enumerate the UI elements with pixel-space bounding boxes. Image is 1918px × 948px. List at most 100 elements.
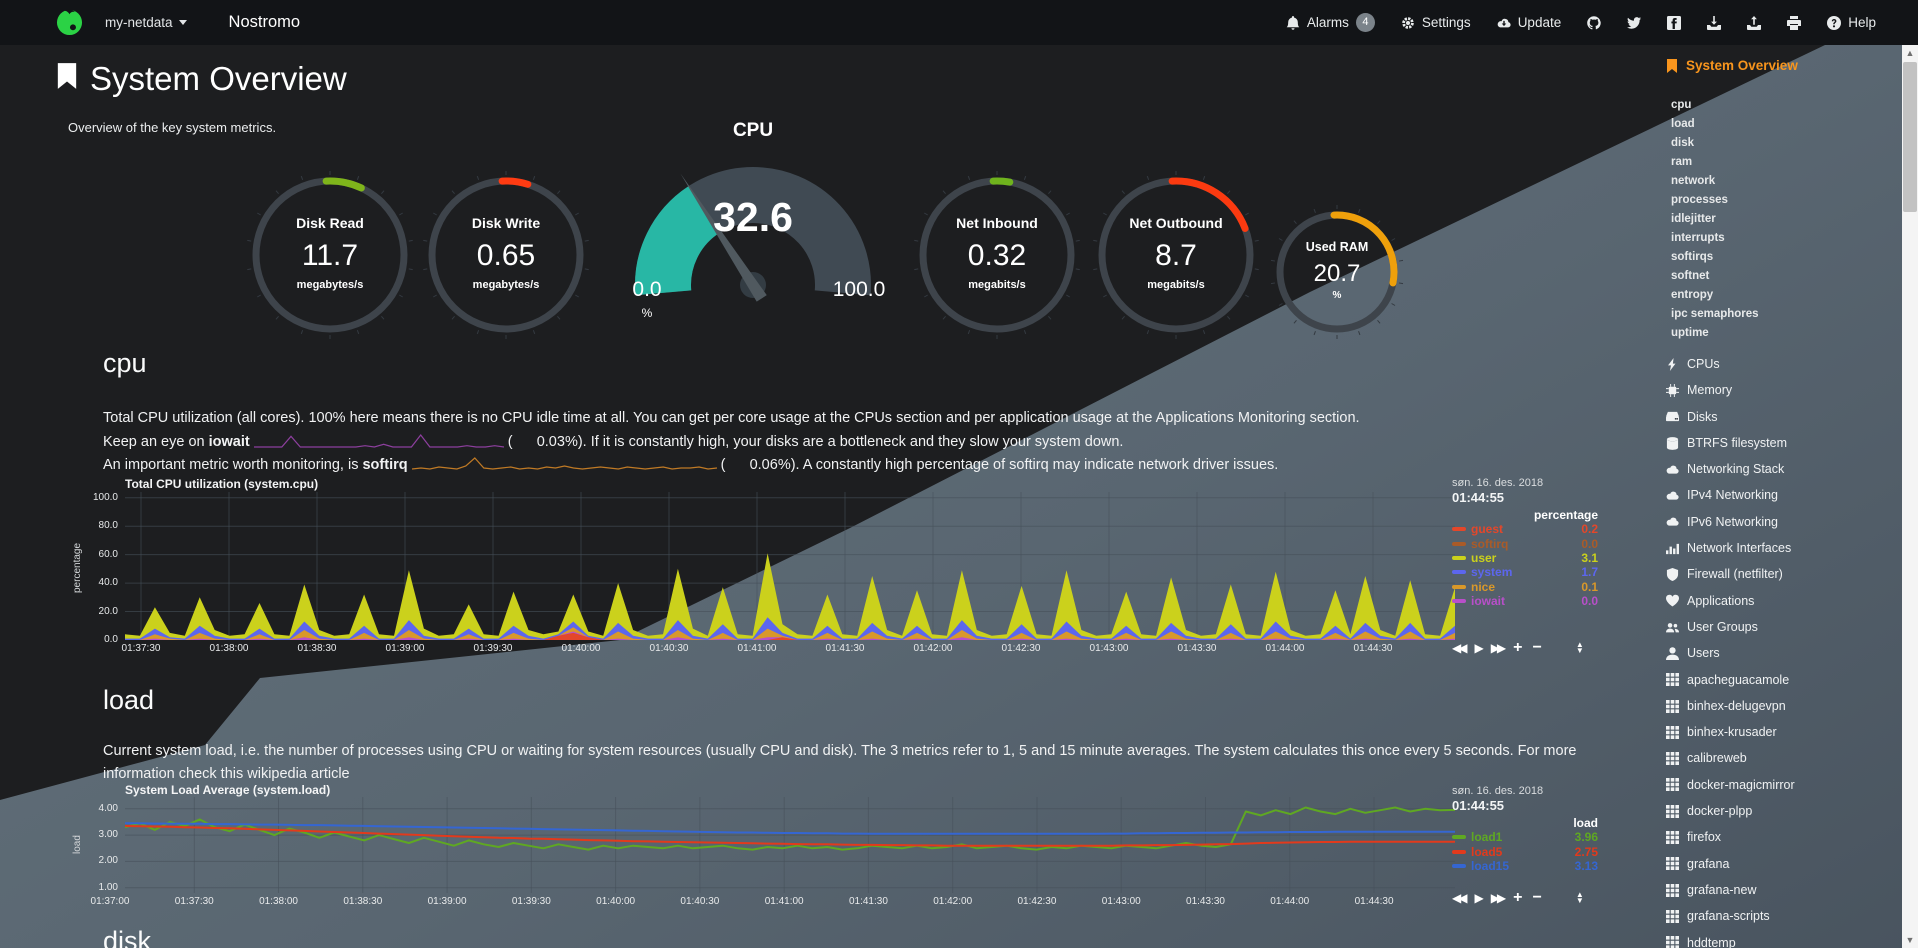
- bell-icon: [1286, 15, 1300, 30]
- legend-row-load1[interactable]: load1 3.96: [1452, 830, 1598, 844]
- legend-value: 0.2: [1581, 522, 1598, 537]
- navbar-item-github[interactable]: [1587, 15, 1601, 30]
- sidebar-item-ipv6-networking[interactable]: IPv6 Networking: [1666, 509, 1795, 535]
- gauge-units: megabytes/s: [296, 279, 364, 291]
- skip-forward-icon[interactable]: ▶▶: [1490, 641, 1507, 655]
- heart-icon: [1666, 594, 1679, 607]
- sidebar-subitem-idlejitter[interactable]: idlejitter: [1671, 213, 1716, 225]
- sidebar-item-docker-magicmirror[interactable]: docker-magicmirror: [1666, 772, 1795, 798]
- sidebar-subitem-ipc-semaphores[interactable]: ipc semaphores: [1671, 308, 1759, 320]
- sidebar-item-disks[interactable]: Disks: [1666, 404, 1795, 430]
- legend-row-nice[interactable]: nice 0.1: [1452, 580, 1598, 594]
- sidebar-item-binhex-krusader[interactable]: binhex-krusader: [1666, 719, 1795, 745]
- x-axis-tick: 01:37:30: [121, 643, 161, 654]
- legend-row-load5[interactable]: load5 2.75: [1452, 844, 1598, 859]
- sidebar-item-networking-stack[interactable]: Networking Stack: [1666, 456, 1795, 482]
- zoom-out-icon[interactable]: −: [1532, 639, 1542, 656]
- sidebar-item-label: binhex-krusader: [1687, 725, 1777, 740]
- navbar-item-twitter[interactable]: [1627, 16, 1642, 30]
- page-scrollbar[interactable]: ▲ ▼: [1902, 45, 1918, 948]
- skip-forward-icon[interactable]: ▶▶: [1490, 891, 1507, 905]
- navbar-item-download[interactable]: [1707, 15, 1722, 30]
- sidebar-item-label: hddtemp: [1687, 935, 1736, 948]
- legend-row-iowait[interactable]: iowait 0.0: [1452, 594, 1598, 608]
- scrollbar-down-arrow[interactable]: ▼: [1905, 935, 1915, 945]
- sidebar-item-grafana[interactable]: grafana: [1666, 851, 1795, 877]
- sidebar-item-cpus[interactable]: CPUs: [1666, 351, 1795, 377]
- sidebar-item-system-overview[interactable]: System Overview: [1666, 58, 1798, 73]
- zoom-out-icon[interactable]: −: [1532, 889, 1542, 906]
- x-axis-tick: 01:40:30: [649, 643, 689, 654]
- iowait-label: iowait: [208, 434, 250, 450]
- sidebar-item-label: docker-plpp: [1687, 804, 1753, 819]
- resize-handle-icon[interactable]: ▲ ▼: [1575, 890, 1584, 905]
- skip-backward-icon[interactable]: ◀◀: [1452, 891, 1468, 905]
- sidebar-item-network-interfaces[interactable]: Network Interfaces: [1666, 535, 1795, 561]
- github-icon: [1587, 15, 1601, 30]
- sidebar-item-ipv4-networking[interactable]: IPv4 Networking: [1666, 482, 1795, 508]
- navbar-item-help[interactable]: Help: [1827, 15, 1876, 30]
- resize-handle-icon[interactable]: ▲ ▼: [1575, 640, 1584, 655]
- gauge-disk-write[interactable]: Disk Write 0.65 megabytes/s: [418, 167, 594, 343]
- sidebar-item-firefox[interactable]: firefox: [1666, 824, 1795, 850]
- navbar-item-update[interactable]: Update: [1497, 15, 1561, 30]
- zoom-in-icon[interactable]: +: [1513, 889, 1523, 906]
- gauge-disk-read[interactable]: Disk Read 11.7 megabytes/s: [242, 167, 418, 343]
- navbar-item-upload[interactable]: [1747, 15, 1762, 30]
- sidebar-subitem-cpu[interactable]: cpu: [1671, 99, 1692, 111]
- legend-row-guest[interactable]: guest 0.2: [1452, 522, 1598, 536]
- skip-backward-icon[interactable]: ◀◀: [1452, 641, 1468, 655]
- cpu-chart-plot[interactable]: [125, 492, 1455, 641]
- play-icon[interactable]: ▶: [1474, 891, 1483, 905]
- sidebar-item-memory[interactable]: Memory: [1666, 377, 1795, 403]
- sidebar-subitem-interrupts[interactable]: interrupts: [1671, 232, 1725, 244]
- sidebar-subitem-load[interactable]: load: [1671, 118, 1695, 130]
- navbar-item-print[interactable]: [1787, 15, 1802, 30]
- facebook-icon: [1667, 15, 1682, 30]
- gauge-net-outbound[interactable]: Net Outbound 8.7 megabits/s: [1088, 167, 1264, 343]
- legend-row-load15[interactable]: load15 3.13: [1452, 859, 1598, 873]
- legend-row-system[interactable]: system 1.7: [1452, 565, 1598, 579]
- scrollbar-up-arrow[interactable]: ▲: [1905, 48, 1915, 58]
- scrollbar-thumb[interactable]: [1903, 62, 1917, 212]
- load-chart-plot[interactable]: [124, 797, 1456, 893]
- sidebar-item-user-groups[interactable]: User Groups: [1666, 614, 1795, 640]
- gauge-used-ram[interactable]: Used RAM 20.7%: [1266, 201, 1408, 343]
- navbar-item-settings[interactable]: Settings: [1401, 15, 1471, 30]
- sidebar-subitem-processes[interactable]: processes: [1671, 194, 1728, 206]
- sidebar-item-grafana-new[interactable]: grafana-new: [1666, 877, 1795, 903]
- navbar-item-facebook[interactable]: [1667, 15, 1682, 30]
- sidebar-item-users[interactable]: Users: [1666, 640, 1795, 666]
- sidebar-item-hddtemp[interactable]: hddtemp: [1666, 930, 1795, 948]
- sidebar-item-btrfs-filesystem[interactable]: BTRFS filesystem: [1666, 430, 1795, 456]
- sidebar-item-grafana-scripts[interactable]: grafana-scripts: [1666, 903, 1795, 929]
- hostname-dropdown[interactable]: my-netdata: [105, 15, 187, 30]
- sidebar-item-apacheguacamole[interactable]: apacheguacamole: [1666, 667, 1795, 693]
- load-desc-2[interactable]: information check this wikipedia article: [103, 766, 350, 782]
- legend-row-softirq[interactable]: softirq 0.0: [1452, 536, 1598, 551]
- play-icon[interactable]: ▶: [1474, 641, 1483, 655]
- navbar-item-alarms[interactable]: Alarms 4: [1286, 13, 1375, 32]
- sidebar-subitem-entropy[interactable]: entropy: [1671, 289, 1714, 301]
- sidebar-item-firewall-netfilter-[interactable]: Firewall (netfilter): [1666, 561, 1795, 587]
- cpu-gauge-units: %: [641, 306, 653, 320]
- hostname-label: my-netdata: [105, 15, 173, 30]
- legend-swatch: [1452, 849, 1466, 854]
- legend-swatch: [1452, 541, 1466, 546]
- netdata-logo-icon[interactable]: [56, 9, 83, 36]
- sidebar-subitem-uptime[interactable]: uptime: [1671, 327, 1709, 339]
- cpu-gauge[interactable]: CPU 32.6 0.0 100.0 %: [608, 120, 898, 333]
- sidebar-item-applications[interactable]: Applications: [1666, 588, 1795, 614]
- sidebar-item-docker-plpp[interactable]: docker-plpp: [1666, 798, 1795, 824]
- sidebar-item-calibreweb[interactable]: calibreweb: [1666, 745, 1795, 771]
- sidebar-subitem-disk[interactable]: disk: [1671, 137, 1695, 149]
- zoom-in-icon[interactable]: +: [1513, 639, 1523, 656]
- legend-row-user[interactable]: user 3.1: [1452, 551, 1598, 565]
- sidebar-subitem-network[interactable]: network: [1671, 175, 1716, 187]
- sidebar-subitem-softnet[interactable]: softnet: [1671, 270, 1710, 282]
- sidebar-subitem-softirqs[interactable]: softirqs: [1671, 251, 1714, 263]
- sidebar-subitem-ram[interactable]: ram: [1671, 156, 1693, 168]
- gauge-net-inbound[interactable]: Net Inbound 0.32 megabits/s: [909, 167, 1085, 343]
- x-axis-tick: 01:38:00: [209, 643, 249, 654]
- sidebar-item-binhex-delugevpn[interactable]: binhex-delugevpn: [1666, 693, 1795, 719]
